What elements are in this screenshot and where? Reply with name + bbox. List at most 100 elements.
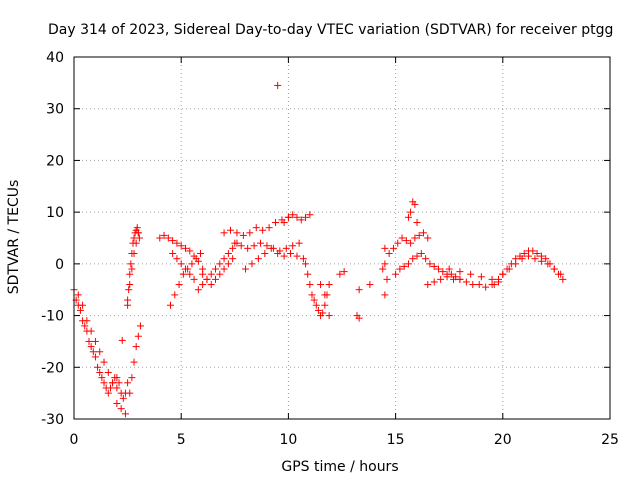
data-point: [437, 275, 445, 283]
data-point: [76, 306, 84, 314]
data-point: [124, 296, 132, 304]
data-point: [287, 250, 295, 258]
data-point: [336, 270, 344, 278]
data-point: [550, 265, 558, 273]
data-point: [100, 379, 108, 387]
data-point: [224, 260, 232, 268]
data-point: [398, 234, 406, 242]
data-point: [128, 265, 136, 273]
data-point: [199, 281, 207, 289]
data-point: [475, 281, 483, 289]
data-point: [445, 265, 453, 273]
data-point: [385, 250, 393, 258]
data-point: [413, 218, 421, 226]
data-point: [233, 229, 241, 237]
data-point: [91, 353, 99, 361]
x-tick-label: 5: [177, 432, 186, 448]
data-point: [424, 281, 432, 289]
data-point: [289, 211, 297, 219]
data-point: [389, 244, 397, 252]
data-point: [407, 208, 415, 216]
data-point: [188, 260, 196, 268]
data-point: [113, 399, 121, 407]
data-point: [190, 275, 198, 283]
data-point: [186, 270, 194, 278]
data-point: [261, 250, 269, 258]
data-point: [224, 250, 232, 258]
data-point: [199, 270, 207, 278]
data-point: [381, 244, 389, 252]
data-point: [128, 374, 136, 382]
data-point: [274, 81, 282, 89]
data-point: [212, 265, 220, 273]
data-point: [274, 250, 282, 258]
data-point: [177, 260, 185, 268]
data-point: [280, 218, 288, 226]
data-point: [417, 250, 425, 258]
data-point: [118, 336, 126, 344]
data-point: [263, 242, 271, 250]
data-point: [439, 268, 447, 276]
data-point: [284, 213, 292, 221]
data-point: [79, 301, 87, 309]
data-point: [392, 270, 400, 278]
data-point: [220, 255, 228, 263]
data-point: [293, 213, 301, 221]
data-point: [499, 270, 507, 278]
data-point: [229, 255, 237, 263]
x-tick-label: 20: [494, 432, 512, 448]
data-point: [306, 211, 314, 219]
data-point: [177, 242, 185, 250]
data-point: [424, 234, 432, 242]
data-point: [321, 291, 329, 299]
data-point: [419, 229, 427, 237]
data-point: [227, 226, 235, 234]
data-point: [559, 275, 567, 283]
x-tick-label: 15: [387, 432, 405, 448]
data-point: [295, 239, 303, 247]
data-point: [250, 242, 258, 250]
data-point: [407, 239, 415, 247]
data-point: [104, 389, 112, 397]
data-point: [113, 374, 121, 382]
data-point: [106, 384, 114, 392]
data-point: [544, 260, 552, 268]
data-point: [117, 405, 125, 413]
axis-ticks: [73, 56, 611, 420]
data-point: [537, 257, 545, 265]
data-point: [231, 239, 239, 247]
data-point: [207, 270, 215, 278]
data-point: [87, 327, 95, 335]
data-point: [505, 265, 513, 273]
data-point: [396, 265, 404, 273]
data-point: [74, 291, 82, 299]
data-point: [293, 252, 301, 260]
y-tick-labels: -30 -20 -10 0 10 20 30 40: [41, 50, 64, 428]
x-tick-label: 25: [601, 432, 619, 448]
data-point: [194, 286, 202, 294]
data-point: [302, 260, 310, 268]
data-point: [299, 255, 307, 263]
data-point: [400, 262, 408, 270]
data-point: [512, 260, 520, 268]
data-point: [173, 239, 181, 247]
x-tick-label: 0: [70, 432, 79, 448]
data-point: [196, 250, 204, 258]
data-point: [239, 231, 247, 239]
data-point: [430, 278, 438, 286]
data-point: [355, 286, 363, 294]
y-tick-label: 10: [46, 205, 64, 221]
data-point: [115, 379, 123, 387]
data-point: [411, 200, 419, 208]
data-point: [265, 224, 273, 232]
data-point: [229, 244, 237, 252]
data-point: [212, 275, 220, 283]
data-point: [297, 216, 305, 224]
data-point: [216, 260, 224, 268]
data-point: [409, 255, 417, 263]
data-point: [87, 343, 95, 351]
data-point: [482, 283, 490, 291]
data-point: [169, 250, 177, 258]
data-point: [272, 218, 280, 226]
data-points: [70, 81, 567, 418]
